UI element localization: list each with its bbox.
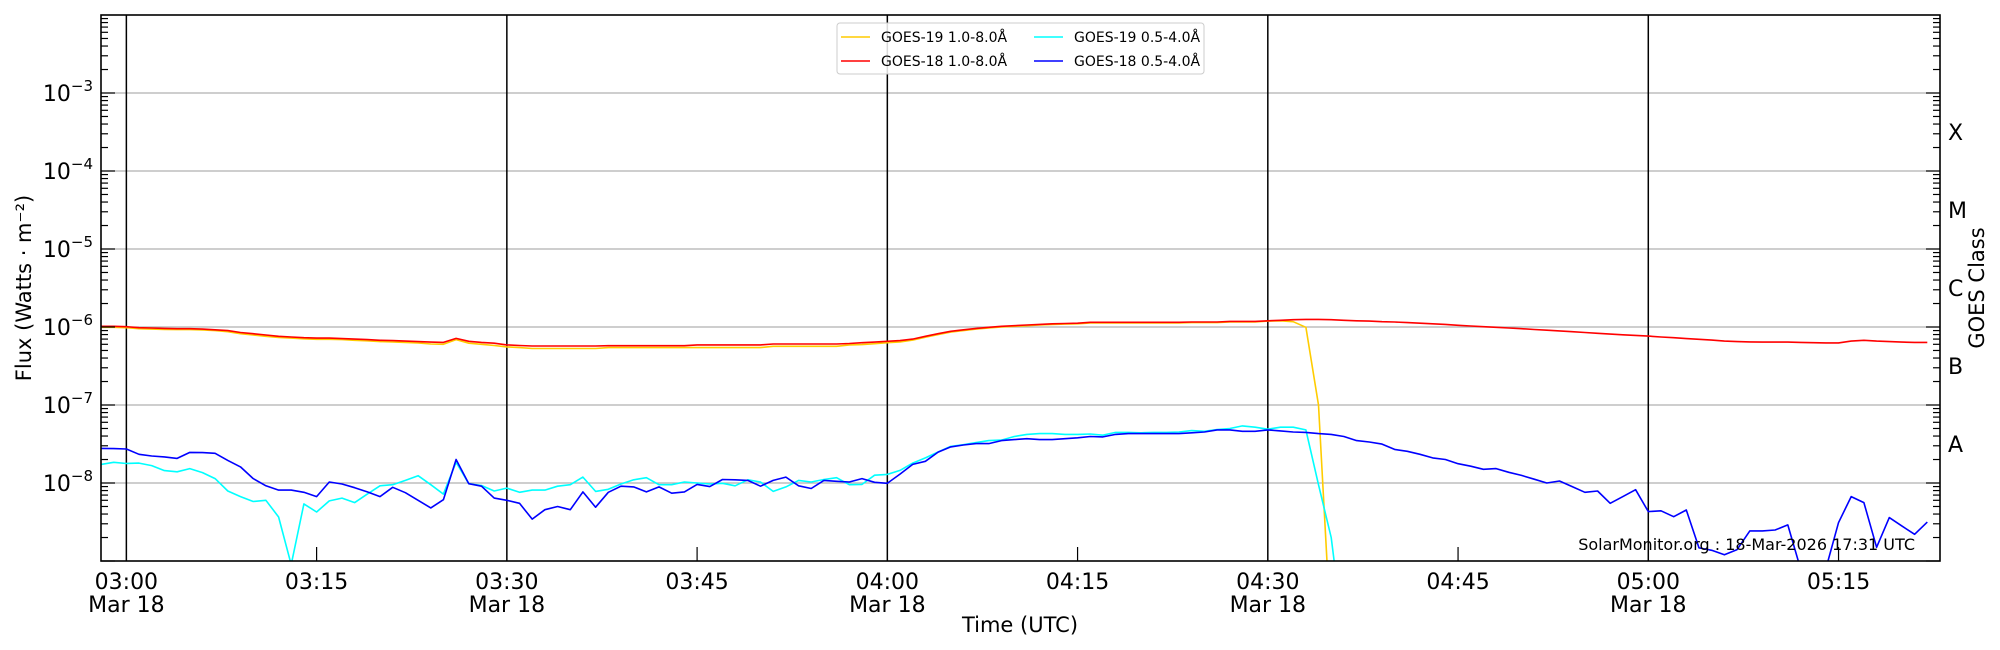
y-tick-label: 10−3 bbox=[43, 77, 93, 107]
legend: GOES-19 1.0-8.0Å GOES-19 0.5-4.0Å GOES-18 … bbox=[836, 22, 1205, 75]
series-line-1 bbox=[101, 318, 1928, 347]
legend-label: GOES-18 1.0-8.0Å bbox=[881, 53, 1007, 70]
x-tick-date-label: Mar 18 bbox=[88, 593, 165, 618]
x-tick-label: 04:15 bbox=[1046, 570, 1109, 595]
x-tick-date-label: Mar 18 bbox=[1230, 593, 1307, 618]
y-tick-base: 10 bbox=[43, 316, 71, 341]
x-tick-label: 04:00 bbox=[856, 570, 919, 595]
goes-class-label: X bbox=[1948, 121, 1963, 146]
y-tick-label: 10−4 bbox=[43, 155, 93, 185]
goes-class-label: B bbox=[1948, 355, 1963, 380]
goes-class-labels: X M C B A bbox=[1948, 121, 1967, 458]
y-tick-exponent: −5 bbox=[71, 233, 93, 251]
x-tick-label: 03:15 bbox=[285, 570, 348, 595]
series-line-2 bbox=[101, 425, 1335, 561]
x-tick-date-label: Mar 18 bbox=[1610, 593, 1687, 618]
x-tick-label: 04:45 bbox=[1426, 570, 1489, 595]
y-tick-label: 10−7 bbox=[43, 389, 93, 419]
series-group bbox=[101, 318, 1928, 561]
y-tick-exponent: −6 bbox=[71, 311, 93, 329]
goes-class-label: C bbox=[1948, 277, 1963, 302]
plot-frame bbox=[100, 14, 1941, 562]
y-tick-base: 10 bbox=[43, 472, 71, 497]
goes-class-label: A bbox=[1948, 433, 1963, 458]
y-tick-exponent: −4 bbox=[71, 155, 93, 173]
x-tick-label: 03:45 bbox=[665, 570, 728, 595]
y-tick-exponent: −8 bbox=[71, 467, 93, 485]
axis-ticks bbox=[101, 17, 1940, 562]
y-tick-label: 10−8 bbox=[43, 467, 93, 497]
legend-label: GOES-18 0.5-4.0Å bbox=[1074, 53, 1200, 70]
x-tick-label: 04:30 bbox=[1236, 570, 1299, 595]
y-tick-label: 10−6 bbox=[43, 311, 93, 341]
grid-lines bbox=[101, 92, 1940, 484]
major-time-lines bbox=[125, 15, 1650, 561]
x-tick-date-label: Mar 18 bbox=[849, 593, 926, 618]
legend-label: GOES-19 1.0-8.0Å bbox=[881, 29, 1007, 46]
series-line-3 bbox=[101, 429, 1928, 561]
watermark: SolarMonitor.org : 18-Mar-2026 17:31 UTC bbox=[1578, 535, 1915, 554]
y-tick-exponent: −7 bbox=[71, 389, 93, 407]
y-tick-base: 10 bbox=[43, 82, 71, 107]
x-tick-label: 03:30 bbox=[475, 570, 538, 595]
x-tick-label: 05:00 bbox=[1617, 570, 1680, 595]
y-tick-label: 10−5 bbox=[43, 233, 93, 263]
y-tick-exponent: −3 bbox=[71, 77, 93, 95]
y-axis-label: Flux (Watts · m⁻²) bbox=[12, 195, 36, 381]
legend-label: GOES-19 0.5-4.0Å bbox=[1074, 29, 1200, 46]
legend-box bbox=[836, 22, 1205, 75]
x-tick-label: 05:15 bbox=[1807, 570, 1870, 595]
y-axis-right-label: GOES Class bbox=[1965, 227, 1989, 348]
x-tick-date-label: Mar 18 bbox=[469, 593, 546, 618]
x-tick-label: 03:00 bbox=[95, 570, 158, 595]
y-tick-base: 10 bbox=[43, 394, 71, 419]
y-tick-base: 10 bbox=[43, 160, 71, 185]
x-axis-label: Time (UTC) bbox=[961, 613, 1078, 637]
y-tick-base: 10 bbox=[43, 238, 71, 263]
y-tick-labels: 10−310−410−510−610−710−8 bbox=[43, 77, 93, 497]
goes-class-label: M bbox=[1948, 199, 1967, 224]
